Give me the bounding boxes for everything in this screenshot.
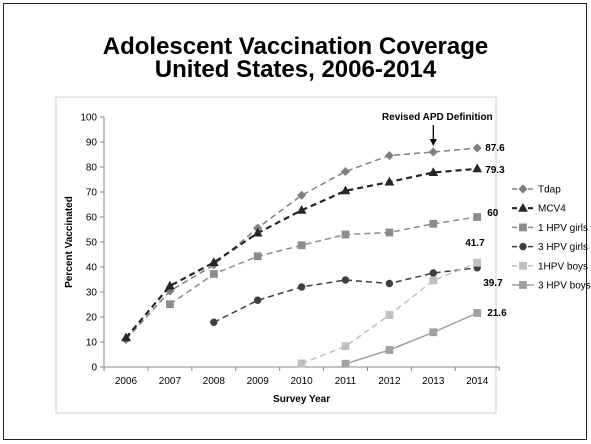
x-tick-label: 2013 <box>422 376 445 387</box>
data-point <box>473 309 482 317</box>
y-tick-label: 40 <box>86 263 98 274</box>
data-point <box>209 270 218 278</box>
y-tick-label: 30 <box>86 288 98 299</box>
data-point <box>252 227 263 237</box>
x-tick-label: 2006 <box>115 376 138 387</box>
series-line-0 <box>125 147 478 341</box>
data-point <box>340 166 351 177</box>
data-point <box>210 318 218 326</box>
series-line-5 <box>345 312 478 365</box>
data-point <box>428 147 438 157</box>
data-label: 21.6 <box>487 308 507 319</box>
data-point <box>428 167 439 176</box>
y-tick-label: 100 <box>80 113 97 124</box>
data-point <box>166 300 174 309</box>
slide-border <box>3 3 587 440</box>
legend-marker <box>519 242 527 251</box>
data-point <box>297 190 307 200</box>
data-point <box>472 143 482 153</box>
data-point <box>341 359 350 368</box>
data-point <box>473 258 482 267</box>
slide-title-line2: United States, 2006-2014 <box>154 56 437 83</box>
x-tick-label: 2011 <box>335 376 357 387</box>
x-axis-title: Survey Year <box>273 394 330 405</box>
legend-marker <box>519 223 527 232</box>
legend-marker <box>519 261 527 270</box>
data-point <box>385 311 394 319</box>
legend-marker <box>518 202 528 212</box>
chart-area-border <box>55 96 497 414</box>
x-tick-label: 2009 <box>247 376 270 387</box>
y-tick-label: 90 <box>86 138 98 149</box>
data-point <box>385 279 394 288</box>
data-point <box>385 346 394 354</box>
data-point <box>429 219 438 228</box>
data-point <box>297 283 306 291</box>
legend-item-label: MCV4 <box>538 204 566 215</box>
data-point <box>429 276 438 285</box>
x-tick-label: 2012 <box>378 376 401 387</box>
y-tick-label: 20 <box>86 313 98 324</box>
data-point <box>297 359 306 368</box>
data-point <box>473 213 482 221</box>
data-point <box>341 230 350 239</box>
data-point <box>429 269 437 277</box>
data-point <box>429 328 438 337</box>
legend-item-label: Tdap <box>538 185 561 196</box>
data-label: 79.3 <box>485 165 505 176</box>
x-tick-label: 2008 <box>203 376 226 387</box>
data-point <box>341 342 350 351</box>
series-line-2 <box>169 216 478 305</box>
data-point <box>297 241 306 250</box>
data-point <box>384 150 394 161</box>
data-label: 60 <box>487 208 499 219</box>
data-point <box>384 176 395 186</box>
series-line-3 <box>213 267 478 323</box>
legend-item-label: 3 HPV boys <box>538 281 591 292</box>
legend-item-label: 3 HPV girls <box>538 242 588 253</box>
data-point <box>340 185 351 195</box>
y-axis-title: Percent Vaccinated <box>64 196 75 288</box>
data-point <box>253 252 262 261</box>
data-point <box>385 228 394 237</box>
x-tick-label: 2007 <box>159 376 182 387</box>
annotation-arrowhead <box>429 139 437 146</box>
legend-item-label: 1HPV boys <box>538 261 588 272</box>
data-point <box>341 276 350 284</box>
data-point <box>254 296 262 304</box>
x-tick-label: 2014 <box>466 376 489 387</box>
x-tick-label: 2010 <box>290 376 313 387</box>
data-label: 41.7 <box>465 238 485 249</box>
legend-item-label: 1 HPV girls <box>538 223 588 234</box>
data-point <box>165 280 175 290</box>
legend-marker <box>518 184 528 194</box>
y-tick-label: 60 <box>86 213 98 224</box>
data-point <box>121 332 131 342</box>
slide-title-line1: Adolescent Vaccination Coverage <box>102 33 489 60</box>
y-tick-label: 10 <box>86 338 98 349</box>
y-tick-label: 0 <box>91 363 97 374</box>
y-tick-label: 80 <box>86 163 98 174</box>
y-tick-label: 70 <box>86 188 98 199</box>
data-label: 87.6 <box>485 143 505 154</box>
data-label: 39.7 <box>483 278 503 289</box>
annotation-text: Revised APD Definition <box>382 112 493 123</box>
data-point <box>296 205 307 214</box>
data-point <box>208 257 219 266</box>
legend-marker <box>519 281 527 289</box>
data-point <box>472 163 483 173</box>
y-tick-label: 50 <box>86 238 98 249</box>
